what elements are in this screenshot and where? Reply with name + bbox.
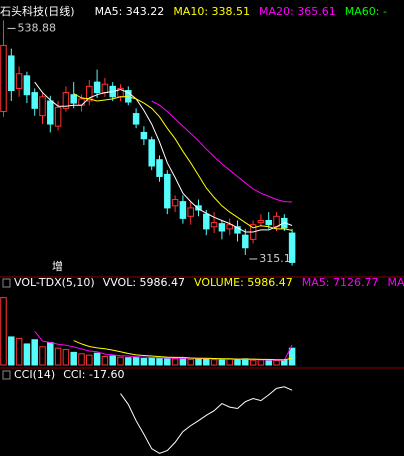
candle-body (78, 98, 85, 106)
volume-bar (47, 342, 54, 366)
volume-bar (140, 358, 148, 366)
candle-body (171, 199, 179, 207)
candle-body (257, 219, 265, 224)
panel-title: 石头科技(日线) (0, 4, 75, 18)
volume-bar (265, 360, 272, 366)
volume-bar (218, 358, 226, 366)
high-annotation: 538.88 (18, 21, 57, 34)
candle-body (210, 222, 218, 228)
candle-body (132, 113, 140, 125)
candle-body (234, 226, 241, 234)
candle-body (195, 205, 202, 211)
candle-body (39, 96, 46, 117)
legend-entry: MA5: 343.22 (95, 5, 165, 18)
candle-body (15, 73, 23, 89)
legend-entry: MA10 (388, 276, 404, 289)
panel-title: VOL-TDX(5,10) (14, 276, 95, 289)
candle-body (31, 92, 38, 109)
legend-entry: MA5: 7126.77 (302, 276, 379, 289)
panel-title: CCI(14) (14, 368, 55, 381)
volume-bar (187, 358, 194, 366)
volume-bar (179, 357, 187, 366)
legend-entry: MA60: - (345, 5, 387, 18)
candle-body (203, 213, 210, 230)
legend-entry: CCI: -17.60 (63, 368, 124, 381)
volume-bar (70, 351, 77, 366)
volume-bar (132, 356, 140, 366)
volume-bar (23, 343, 31, 366)
candle-body (8, 55, 15, 92)
volume-bar (109, 355, 116, 366)
legend-entry: MA10: 338.51 (173, 5, 250, 18)
volume-bar (93, 352, 101, 366)
volume-bar (125, 357, 132, 366)
volume-bar (15, 337, 23, 366)
volume-bar (62, 349, 70, 366)
legend-entry: VOLUME: 5986.47 (194, 276, 293, 289)
volume-bar (0, 297, 7, 366)
candle-body (54, 106, 62, 127)
volume-bar (203, 358, 210, 366)
panel-icon (2, 370, 11, 380)
candle-body (62, 92, 70, 109)
volume-bar (171, 358, 179, 366)
volume-bar (31, 339, 38, 366)
candle-body (242, 234, 249, 249)
marker-text: 增 (52, 259, 63, 273)
candle-body (226, 224, 233, 230)
volume-bar (249, 359, 257, 366)
candle-body (265, 219, 272, 226)
candle-body (125, 90, 132, 103)
legend-entry: VVOL: 5986.47 (103, 276, 185, 289)
candle-body (288, 232, 296, 263)
candle-body (218, 223, 226, 232)
volume-bar (8, 336, 15, 366)
volume-bar (257, 359, 265, 366)
legend-entry: MA20: 365.61 (259, 5, 336, 18)
volume-bar (54, 347, 62, 366)
volume-bar (156, 357, 163, 366)
line (34, 81, 293, 233)
volume-bar (226, 358, 233, 366)
line (73, 340, 293, 361)
volume-bar (210, 359, 218, 366)
candle-body (70, 94, 77, 104)
line (73, 93, 293, 231)
candle-body (187, 207, 194, 217)
volume-bar (39, 346, 46, 366)
line (151, 100, 293, 203)
candle-body (164, 173, 171, 209)
volume-bar (148, 357, 155, 366)
candle-body (179, 201, 187, 219)
candle-body (101, 83, 109, 94)
candle-body (93, 81, 101, 94)
volume-bar (234, 359, 241, 366)
volume-bar (195, 358, 202, 366)
volume-bar (281, 359, 288, 366)
volume-bar (164, 357, 171, 366)
candle-body (148, 139, 155, 167)
low-annotation: 315.1 (259, 252, 291, 265)
volume-bar (86, 354, 93, 366)
panel-icon (2, 278, 11, 288)
volume-bar (78, 353, 85, 366)
candle-body (23, 75, 31, 96)
candle-body (156, 159, 163, 177)
volume-bar (288, 347, 296, 366)
line (120, 386, 293, 454)
candle-body (140, 131, 148, 140)
candle-body (0, 44, 7, 112)
volume-bar (101, 356, 109, 366)
volume-bar (117, 356, 124, 366)
volume-bar (273, 360, 280, 366)
candle-body (86, 85, 93, 102)
candle-body (47, 100, 54, 125)
